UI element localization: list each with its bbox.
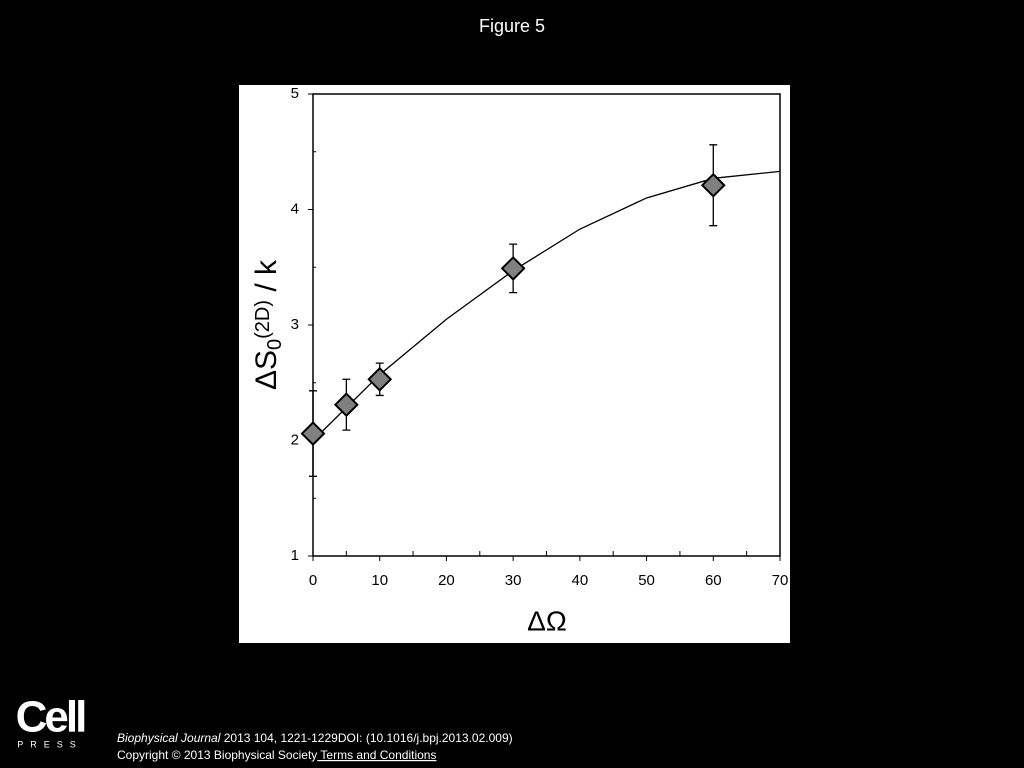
x-tick-label: 10 — [371, 572, 388, 589]
figure-panel — [239, 85, 790, 643]
point — [700, 172, 726, 198]
x-tick-label: 30 — [505, 572, 522, 589]
y-label-sub: 0 — [264, 339, 286, 350]
y-tick-label: 1 — [291, 547, 299, 564]
y-label-main: ΔS — [250, 350, 283, 390]
journal: Biophysical Journal — [117, 731, 221, 745]
point — [367, 366, 393, 392]
y-tick-label: 4 — [291, 200, 299, 217]
y-tick-label: 3 — [291, 316, 299, 333]
copyright: Copyright © 2013 Biophysical Society Ter… — [117, 748, 436, 762]
y-tick-label: 5 — [291, 85, 299, 102]
y-label-sup: (2D) — [252, 300, 274, 339]
slide-title: Figure 5 — [479, 16, 545, 36]
y-label-rest: / k — [250, 259, 283, 300]
citation-details: 2013 104, 1221-1229DOI: (10.1016/j.bpj.2… — [220, 731, 512, 745]
x-tick-label: 50 — [638, 572, 655, 589]
x-tick-label: 40 — [572, 572, 589, 589]
point — [300, 421, 326, 446]
terms-link[interactable]: Terms and Conditions — [317, 748, 436, 762]
y-axis-label: ΔS0(2D) / k — [250, 259, 286, 390]
citation: Biophysical Journal 2013 104, 1221-1229D… — [117, 731, 513, 745]
x-tick-label: 70 — [772, 572, 789, 589]
x-axis-label: ΔΩ — [527, 605, 567, 636]
point — [333, 392, 359, 418]
point — [500, 255, 526, 281]
x-tick-label: 60 — [705, 572, 722, 589]
logo-name: Cell — [16, 693, 85, 742]
x-tick-label: 20 — [438, 572, 455, 589]
copyright-text: Copyright © 2013 Biophysical Society — [117, 748, 317, 762]
x-tick-label: 0 — [309, 572, 317, 589]
logo-sub: PRESS — [17, 739, 83, 749]
fit-curve — [312, 170, 781, 441]
y-tick-label: 2 — [291, 431, 299, 448]
